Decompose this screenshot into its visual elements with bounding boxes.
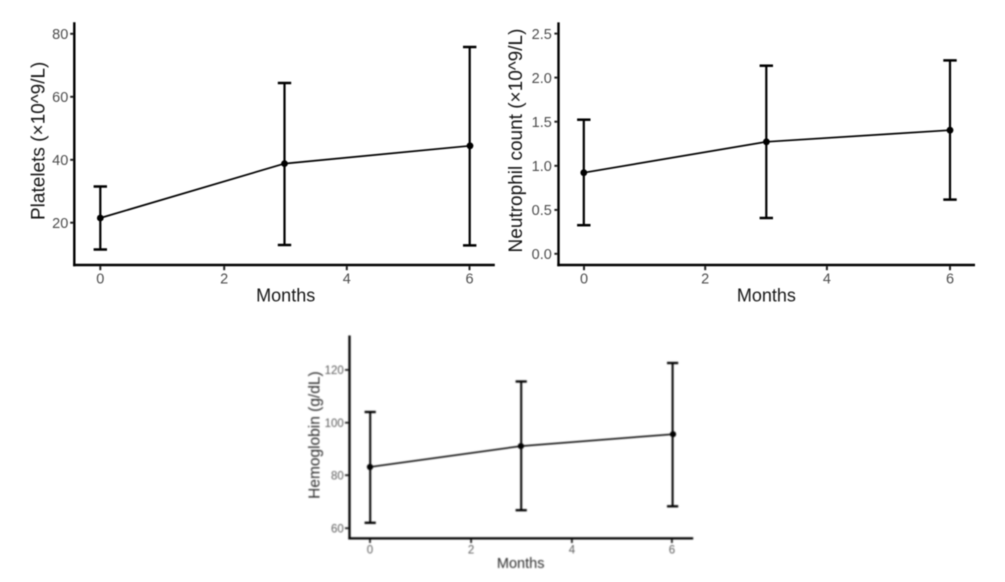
svg-text:1.0: 1.0 bbox=[532, 159, 552, 175]
svg-text:Months: Months bbox=[497, 556, 545, 572]
svg-text:80: 80 bbox=[331, 470, 344, 482]
svg-text:2.5: 2.5 bbox=[532, 27, 552, 43]
svg-text:0.5: 0.5 bbox=[532, 203, 552, 219]
svg-text:20: 20 bbox=[52, 216, 68, 232]
svg-text:60: 60 bbox=[52, 90, 68, 106]
svg-text:2: 2 bbox=[468, 544, 474, 556]
svg-text:Hemoglobin (g/dL): Hemoglobin (g/dL) bbox=[307, 371, 324, 499]
svg-text:6: 6 bbox=[465, 272, 473, 288]
svg-text:Months: Months bbox=[256, 286, 315, 306]
svg-text:2.0: 2.0 bbox=[532, 71, 552, 87]
svg-text:Platelets (×10^9/L): Platelets (×10^9/L) bbox=[29, 62, 50, 220]
svg-text:Neutrophil count (×10^9/L): Neutrophil count (×10^9/L) bbox=[506, 29, 527, 253]
svg-text:120: 120 bbox=[325, 365, 344, 377]
svg-text:4: 4 bbox=[569, 544, 576, 556]
svg-text:60: 60 bbox=[331, 523, 344, 535]
svg-text:2: 2 bbox=[701, 272, 709, 288]
svg-text:2: 2 bbox=[220, 272, 228, 288]
svg-text:0.0: 0.0 bbox=[532, 247, 552, 263]
svg-text:Months: Months bbox=[737, 286, 796, 306]
svg-text:0: 0 bbox=[96, 272, 104, 288]
svg-text:100: 100 bbox=[325, 418, 344, 430]
svg-text:0: 0 bbox=[580, 272, 588, 288]
svg-text:6: 6 bbox=[946, 272, 954, 288]
svg-text:80: 80 bbox=[52, 27, 68, 43]
svg-text:40: 40 bbox=[52, 153, 68, 169]
svg-text:0: 0 bbox=[367, 544, 373, 556]
svg-text:4: 4 bbox=[343, 272, 351, 288]
svg-text:4: 4 bbox=[823, 272, 831, 288]
svg-text:1.5: 1.5 bbox=[532, 115, 552, 131]
svg-text:6: 6 bbox=[669, 544, 675, 556]
